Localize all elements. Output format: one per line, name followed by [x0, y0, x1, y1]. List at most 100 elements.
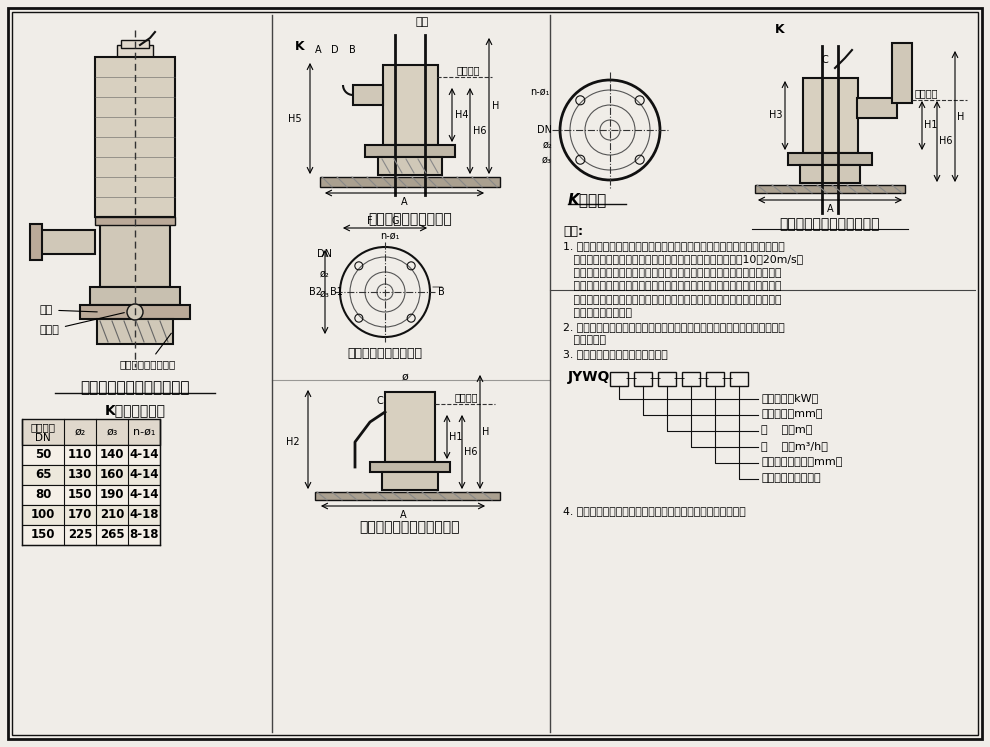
Text: A: A [401, 197, 407, 207]
Text: G: G [391, 216, 399, 226]
Bar [634, 371, 652, 385]
Text: D: D [332, 45, 339, 55]
Text: A: A [315, 45, 322, 55]
Text: 最低水位: 最低水位 [455, 392, 478, 402]
Bar [730, 371, 748, 385]
Text: C: C [376, 396, 383, 406]
Text: 4-18: 4-18 [130, 509, 158, 521]
Text: 150: 150 [31, 528, 55, 542]
Text: 出口直径: 出口直径 [31, 422, 55, 432]
Bar [100, 217, 170, 287]
Text: n-ø₁: n-ø₁ [531, 87, 549, 97]
Text: K向放大: K向放大 [568, 192, 607, 207]
Text: 225: 225 [67, 528, 92, 542]
Text: 电机功率（kW）: 电机功率（kW） [761, 394, 819, 403]
Text: 140: 140 [100, 448, 125, 462]
Bar [385, 392, 435, 462]
Text: 8-18: 8-18 [130, 528, 158, 542]
Bar [353, 85, 383, 105]
Text: H6: H6 [939, 137, 952, 146]
Bar [22, 525, 160, 545]
Text: 流    量（m³/h）: 流 量（m³/h） [761, 441, 828, 451]
Text: B1: B1 [330, 287, 343, 297]
Text: 防止污水池（集水坑）沉淀物堆积固化。适用于厨房含油废水及含有粪便: 防止污水池（集水坑）沉淀物堆积固化。适用于厨房含油废水及含有粪便 [563, 282, 781, 291]
Bar [755, 185, 905, 193]
Text: H3: H3 [768, 111, 782, 120]
Text: —: — [673, 374, 684, 383]
Text: 最低水位: 最低水位 [457, 65, 480, 75]
Text: 的生活污水、含泥砂量较多的地下汽车库废水等沉淀物较多，停留时间较: 的生活污水、含泥砂量较多的地下汽车库废水等沉淀物较多，停留时间较 [563, 295, 781, 305]
Text: ø₂: ø₂ [74, 427, 85, 437]
Text: 软管连接移动式安装外形图: 软管连接移动式安装外形图 [359, 520, 460, 534]
Text: 110: 110 [67, 448, 92, 462]
Text: 3. 自动搅匀潜水排污泵型号意义：: 3. 自动搅匀潜水排污泵型号意义： [563, 349, 667, 359]
Text: 锈钢材质。: 锈钢材质。 [563, 335, 606, 346]
Text: 265: 265 [100, 528, 125, 542]
Text: 2. 该泵泵体材质有铸铁和不锈钢两种，若用于抽升腐蚀性液体时，应选用不: 2. 该泵泵体材质有铸铁和不锈钢两种，若用于抽升腐蚀性液体时，应选用不 [563, 322, 785, 332]
Text: 搅匀直径（mm）: 搅匀直径（mm） [761, 409, 823, 420]
Text: 固定自藕式安装外形图: 固定自藕式安装外形图 [368, 212, 451, 226]
Text: —: — [697, 374, 709, 383]
Text: n-ø₁: n-ø₁ [133, 427, 155, 437]
Text: n-ø₁: n-ø₁ [380, 231, 400, 241]
Bar [95, 57, 175, 217]
Text: 100: 100 [31, 509, 55, 521]
Text: B2: B2 [309, 287, 322, 297]
Text: H6: H6 [473, 126, 486, 136]
Text: 4. 本页根据上海熊猫机械（集团）有限公司提供的资料编制。: 4. 本页根据上海熊猫机械（集团）有限公司提供的资料编制。 [563, 506, 745, 516]
Text: 130: 130 [67, 468, 92, 482]
Bar [40, 230, 95, 254]
Bar [22, 445, 160, 465]
Text: F: F [367, 216, 373, 226]
Text: 4-14: 4-14 [130, 448, 158, 462]
Text: 210: 210 [100, 509, 124, 521]
Text: 1. 自动搅匀潜水排污泵系在普通型潜水排污泵的基础上设计有一个特殊的引: 1. 自动搅匀潜水排污泵系在普通型潜水排污泵的基础上设计有一个特殊的引 [563, 241, 785, 251]
Circle shape [127, 304, 143, 320]
Bar [365, 145, 455, 157]
Text: H1: H1 [924, 120, 938, 131]
Bar [892, 43, 912, 103]
Text: 190: 190 [100, 489, 125, 501]
Bar [803, 78, 858, 153]
Bar [788, 153, 872, 165]
Bar [90, 287, 180, 305]
Bar [382, 472, 438, 490]
Text: 说明:: 说明: [563, 225, 583, 238]
Text: 搅匀头组合（组件）: 搅匀头组合（组件） [120, 333, 176, 369]
Text: 4-14: 4-14 [130, 468, 158, 482]
Text: DN: DN [35, 433, 50, 443]
Bar [22, 465, 160, 485]
Bar [370, 462, 450, 472]
Bar [80, 305, 190, 319]
Bar [706, 371, 724, 385]
Text: 50: 50 [35, 448, 51, 462]
Text: 扬    程（m）: 扬 程（m） [761, 426, 813, 436]
Text: H1: H1 [449, 432, 462, 442]
Bar [682, 371, 700, 385]
Bar [22, 505, 160, 525]
Text: DN: DN [537, 125, 552, 135]
Bar [22, 419, 160, 445]
Text: C: C [822, 55, 829, 65]
Bar [800, 165, 860, 183]
Text: DN: DN [318, 249, 333, 259]
Text: 长的污、废水抽升。: 长的污、废水抽升。 [563, 309, 632, 318]
Text: ø₂: ø₂ [320, 269, 330, 279]
Text: H: H [482, 427, 489, 437]
Text: 导轨: 导轨 [415, 17, 429, 27]
Text: B: B [438, 287, 445, 297]
Text: H4: H4 [455, 110, 468, 120]
Bar [378, 157, 442, 175]
Bar [30, 224, 42, 260]
Bar [383, 65, 438, 145]
Text: 自动搅匀潜水排污泵: 自动搅匀潜水排污泵 [761, 474, 821, 483]
Text: 圆螺母: 圆螺母 [40, 313, 125, 335]
Bar [320, 177, 500, 187]
Text: —: — [722, 374, 733, 383]
Text: ø₃: ø₃ [543, 155, 552, 165]
Bar [97, 319, 173, 344]
Text: 旋流速度冲洗污水池（集水坑）底部，将沉淀物搅匀搅散后随水流排出，: 旋流速度冲洗污水池（集水坑）底部，将沉淀物搅匀搅散后随水流排出， [563, 268, 781, 278]
Bar [610, 371, 628, 385]
Text: A: A [827, 204, 834, 214]
Text: A: A [400, 510, 406, 520]
